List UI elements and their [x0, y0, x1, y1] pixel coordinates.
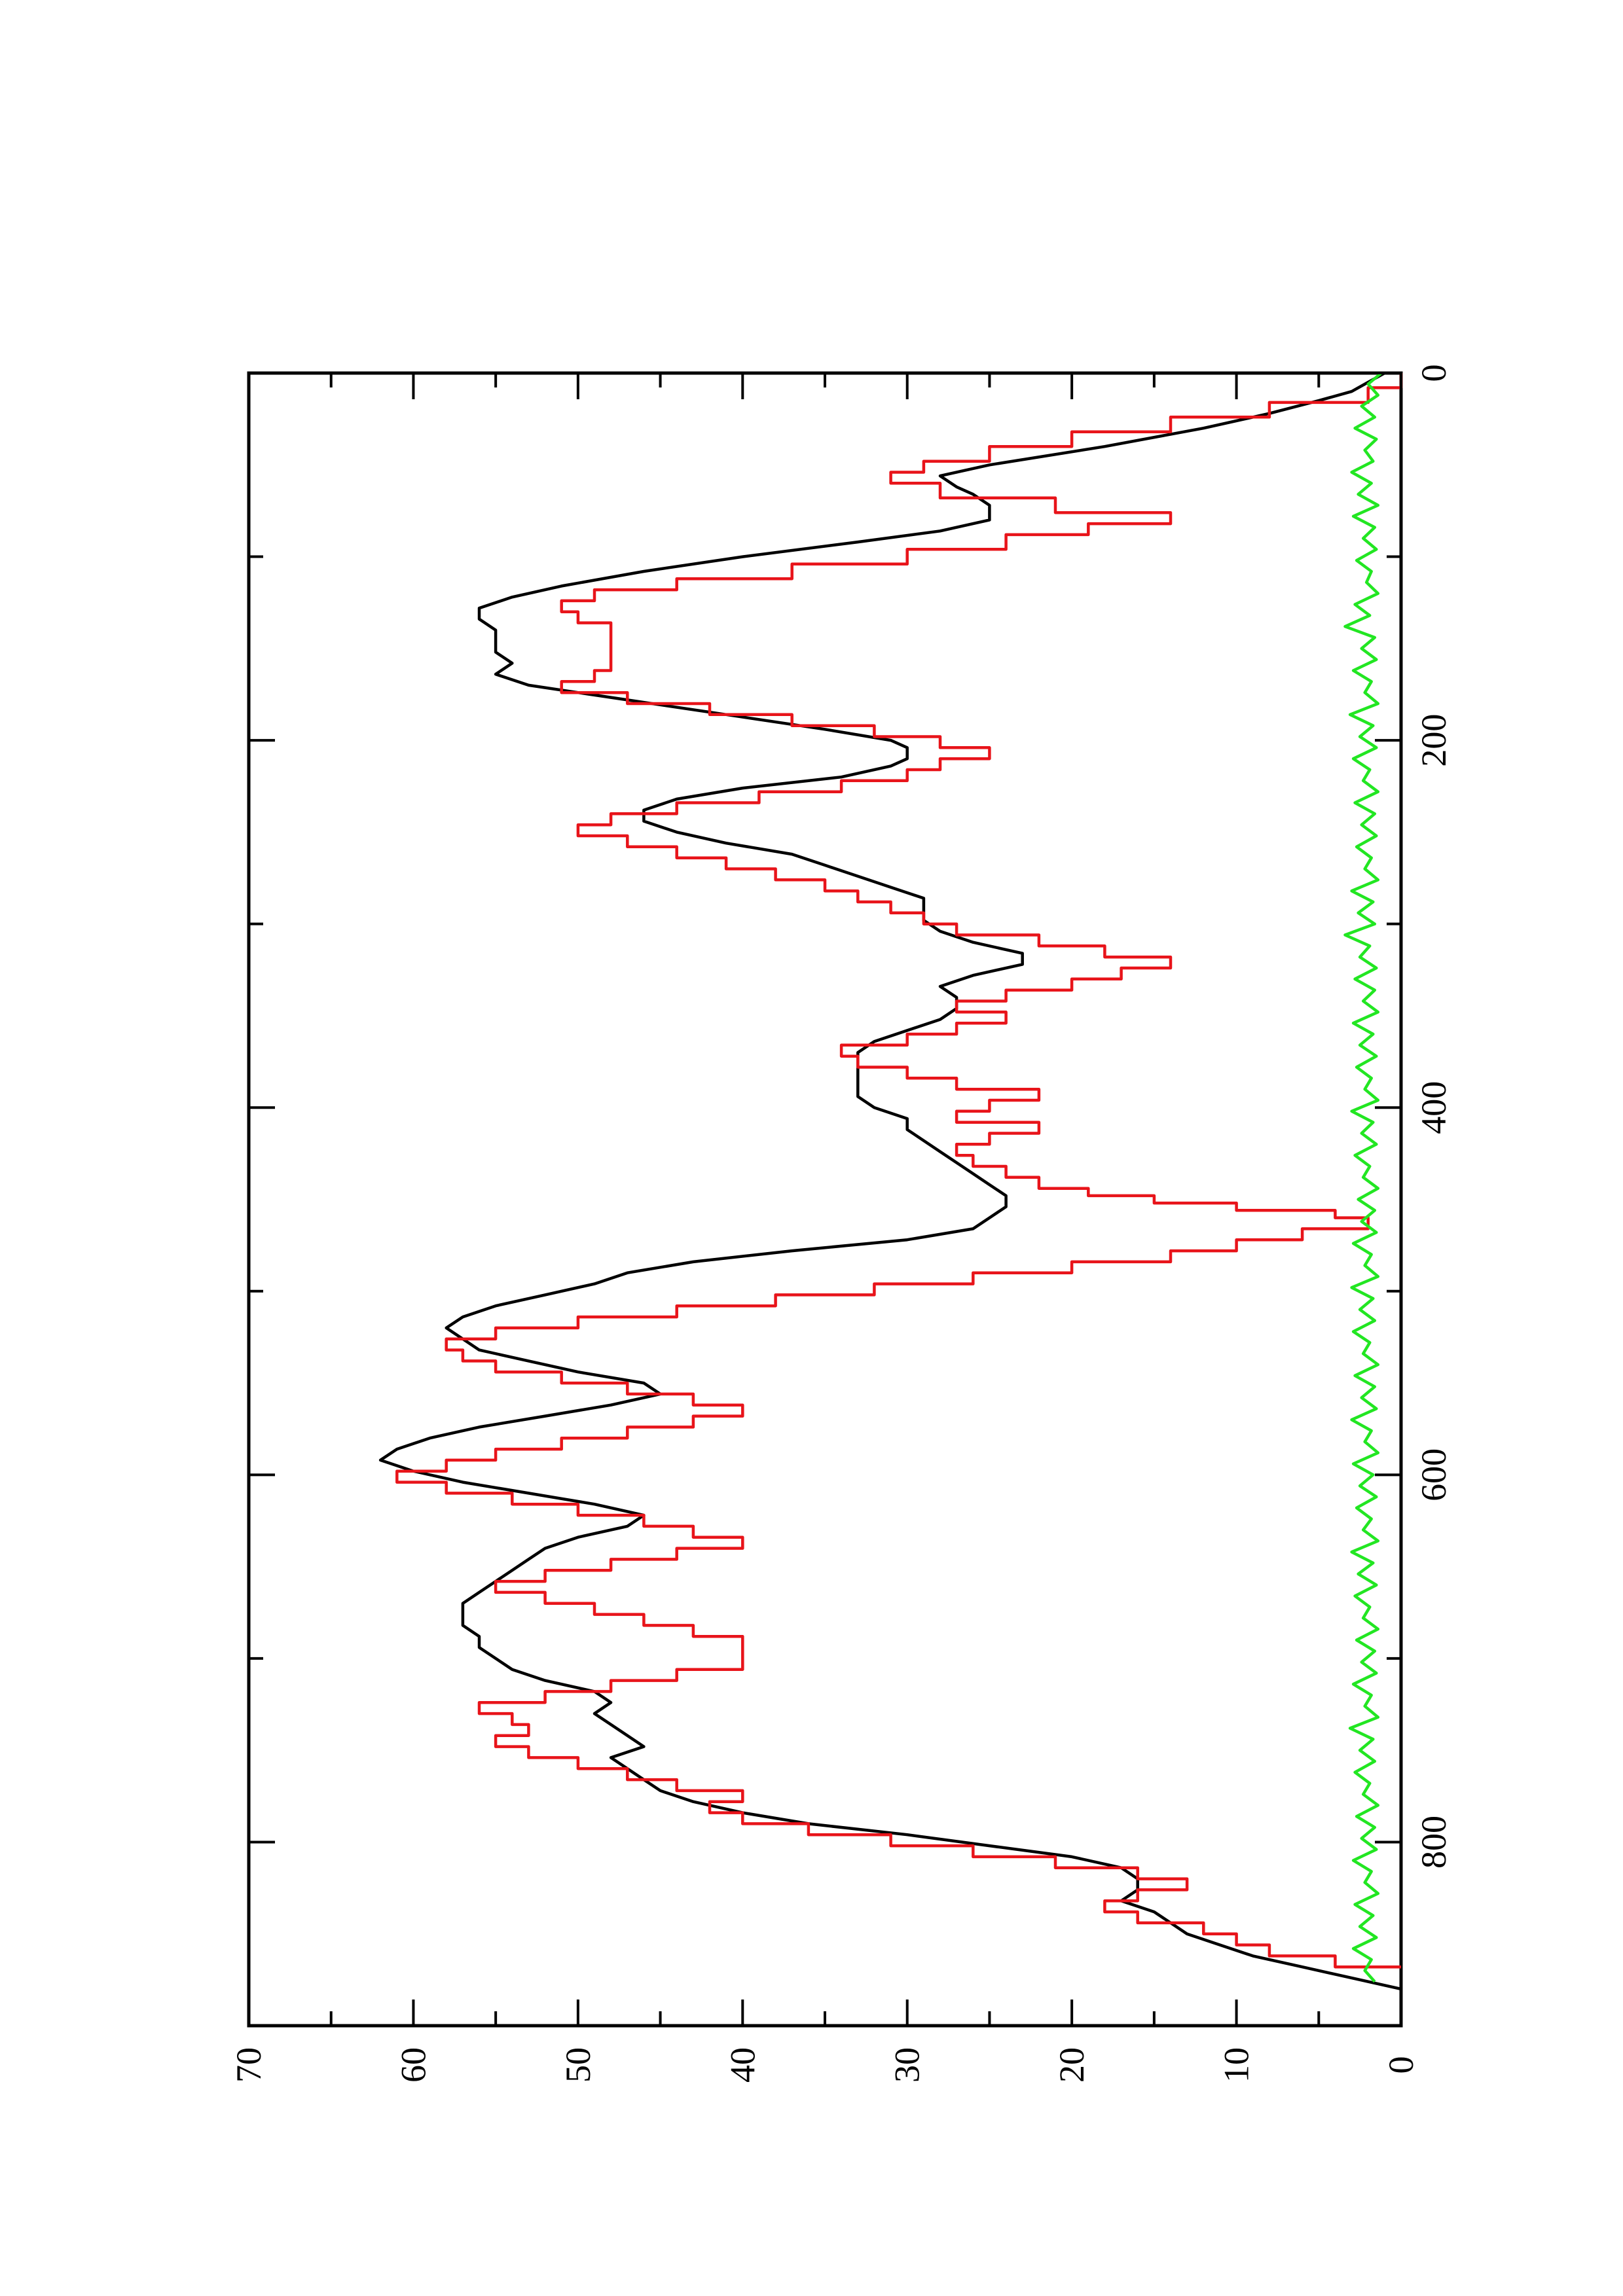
y-tick-label: 70 — [229, 2047, 268, 2083]
plot-area — [247, 371, 1403, 2028]
axes: 0 200 400 600 800 0 10 20 30 40 50 60 70 — [229, 365, 1453, 2083]
y-tick-label: 50 — [558, 2047, 598, 2083]
y-tick-label: 0 — [1381, 2056, 1421, 2074]
y-tick-label: 40 — [723, 2047, 762, 2083]
x-tick-label: 200 — [1414, 714, 1453, 767]
y-tick-label: 20 — [1052, 2047, 1091, 2083]
x-tick-label: 800 — [1414, 1816, 1453, 1869]
series-line-2 — [395, 373, 1403, 1969]
plot-frame — [247, 371, 1403, 2028]
y-tick-label: 30 — [888, 2047, 927, 2083]
y-tick-label: 60 — [393, 2047, 433, 2083]
x-tick-label: 0 — [1414, 365, 1453, 382]
x-tick-label: 400 — [1414, 1081, 1453, 1134]
series-group — [378, 372, 1403, 1991]
x-tick-label: 600 — [1414, 1448, 1453, 1501]
y-tick-label: 10 — [1217, 2047, 1256, 2083]
series-line-3 — [1343, 372, 1383, 1983]
series-line-1 — [378, 372, 1402, 1991]
